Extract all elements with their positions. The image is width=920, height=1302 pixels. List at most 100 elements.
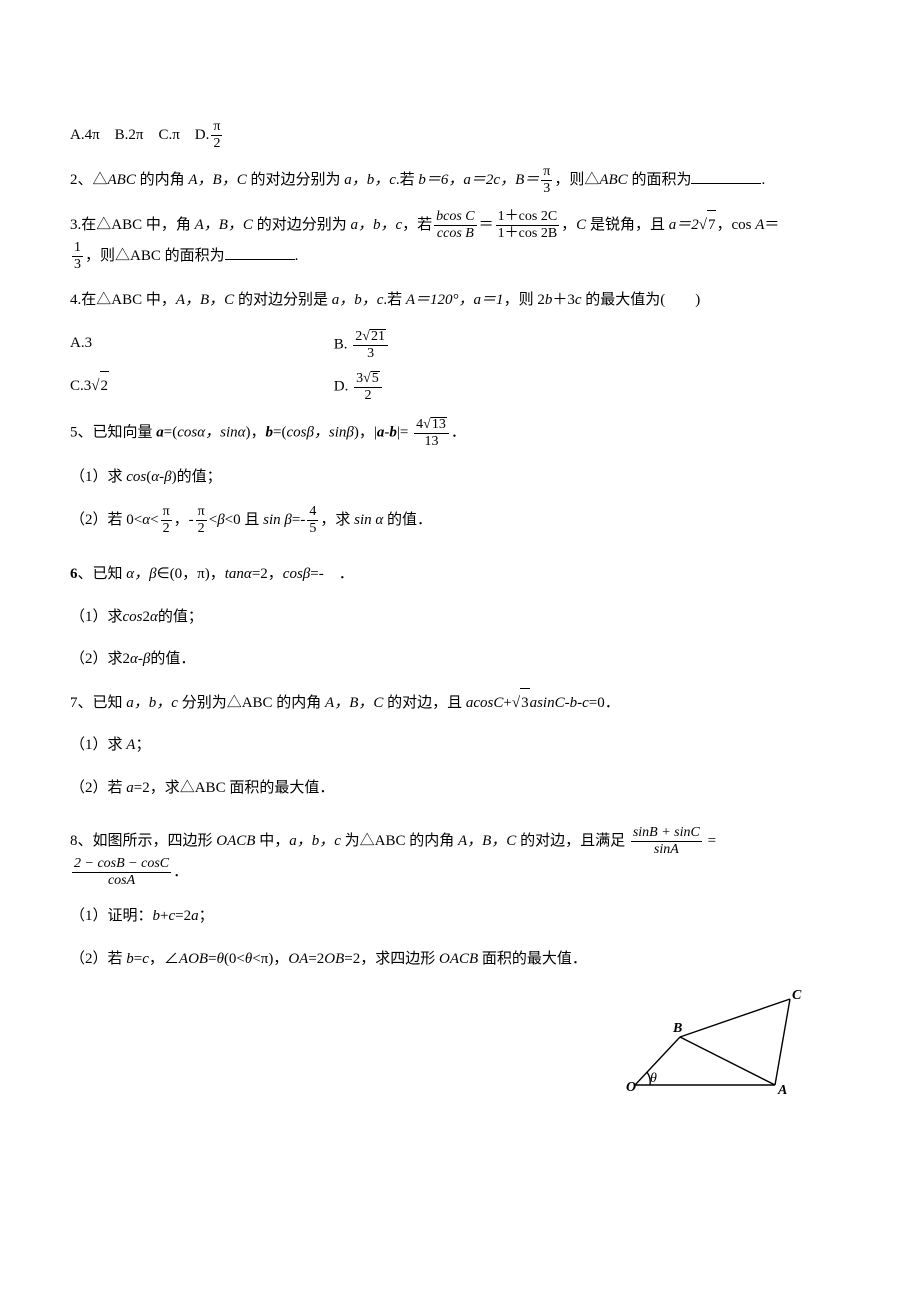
- q8-sub2: （2）若 b=c，∠AOB=θ(0<θ<π)，OA=2OB=2，求四边形 OAC…: [70, 945, 850, 974]
- q8-eq: =: [708, 833, 716, 849]
- q7-q: （2）若: [70, 780, 126, 796]
- q4-c: c: [575, 292, 582, 308]
- q8-p: （1）证明：: [70, 908, 153, 924]
- q4C-label: C.3: [70, 378, 91, 394]
- q1-options: A.4π B.2π C.π D.π2: [70, 120, 850, 151]
- q6-tan: tanα: [225, 566, 252, 582]
- q3-eq: ＝: [479, 217, 494, 233]
- q6-q: 的值．: [150, 651, 195, 667]
- q2: 2、△ABC 的内角 A，B，C 的对边分别为 a，b，c.若 b＝6，a＝2c…: [70, 165, 850, 196]
- q8-part: 为△ABC 的内角: [341, 833, 458, 849]
- q8-q: （2）若: [70, 951, 126, 967]
- q5-part: ．: [451, 424, 466, 440]
- q7-acosc: acosC: [466, 695, 504, 711]
- q6-part: ∈(0，π)，: [157, 566, 225, 582]
- q3-part: 的对边分别为: [253, 217, 351, 233]
- q5-part: 5、已知向量: [70, 424, 156, 440]
- q7-sides: a，b，c: [126, 695, 178, 711]
- q8-frac1: sinB + sinCsinA: [631, 826, 702, 857]
- q4B-frac: 2√213: [353, 329, 388, 361]
- q7-part: =0．: [589, 695, 620, 711]
- q4-part: 4.在△ABC 中，: [70, 292, 176, 308]
- q4-part: ＋3: [552, 292, 575, 308]
- q8-q: <π)，: [252, 951, 288, 967]
- q3-part: ，若: [402, 217, 432, 233]
- q5-frac3: 45: [307, 505, 318, 536]
- q8-sub1: （1）证明：b+c=2a；: [70, 902, 850, 931]
- q6-sub2: （2）求2α-β的值．: [70, 645, 850, 674]
- q4B-label: B.: [334, 336, 348, 352]
- q8-q: ，∠: [149, 951, 179, 967]
- q6-p: 2: [143, 609, 151, 625]
- q5-q: ，求: [320, 512, 354, 528]
- q4D-frac: 3√52: [354, 371, 382, 403]
- q7-p: ；: [135, 737, 150, 753]
- q3-A: A: [755, 217, 764, 233]
- q8-oa: OA: [288, 951, 308, 967]
- q4-part: ，则 2: [504, 292, 545, 308]
- q6-part: 、已知: [78, 566, 127, 582]
- q5: 5、已知向量 a=(cosα，sinα)，b=(cosβ，sinβ)，|a-b|…: [70, 417, 850, 449]
- q8-q: =2: [308, 951, 324, 967]
- q5-comp2: cosβ，sinβ: [286, 424, 353, 440]
- q4-optD: D. 3√52: [334, 371, 594, 403]
- q8: 8、如图所示，四边形 OACB 中，a，b，c 为△ABC 的内角 A，B，C …: [70, 826, 850, 888]
- q2-part: 的内角: [136, 172, 189, 188]
- q6-part: =- ．: [310, 566, 353, 582]
- q4D-label: D.: [334, 378, 349, 394]
- q7-p: （1）求: [70, 737, 126, 753]
- q2-part: 的面积为: [628, 172, 692, 188]
- q6-num: 6: [70, 566, 78, 582]
- q3: 3.在△ABC 中，角 A，B，C 的对边分别为 a，b，c，若bcos Ccc…: [70, 210, 850, 272]
- q7-part: 的对边，且: [383, 695, 466, 711]
- q6-cos2: cos: [123, 609, 143, 625]
- q4-part: .若: [383, 292, 406, 308]
- q7-b: b: [570, 695, 578, 711]
- q3-part: ＝: [764, 217, 779, 233]
- q4-opts-row2: C.3√2 D. 3√52: [70, 371, 850, 403]
- q4-vals: A＝120°，a＝1: [406, 292, 504, 308]
- q2-abc2: ABC: [599, 172, 627, 188]
- q5-part: |=: [397, 424, 408, 440]
- label-C: C: [792, 988, 802, 1003]
- q3-a2: a＝2: [669, 217, 699, 233]
- q2-part: ，则△: [554, 172, 599, 188]
- q7-asinc: asinC: [530, 695, 565, 711]
- q4-opts-row1: A.3 B. 2√213: [70, 329, 850, 361]
- q8-oacb2: OACB: [439, 951, 478, 967]
- q7-part: +: [503, 695, 511, 711]
- q8-a: a: [191, 908, 199, 924]
- q8-theta: θ: [217, 951, 224, 967]
- q7-sub2: （2）若 a=2，求△ABC 面积的最大值．: [70, 774, 850, 803]
- q5-q: <: [209, 512, 217, 528]
- q8-q: =2，求四边形: [344, 951, 439, 967]
- q5-q: <0 且: [225, 512, 263, 528]
- q1-optD-frac: π2: [211, 120, 222, 151]
- q6-q: （2）求2: [70, 651, 130, 667]
- q8-p: =2: [175, 908, 191, 924]
- q6-sub1: （1）求cos2α的值；: [70, 603, 850, 632]
- diagram-svg: O A B C θ: [620, 987, 820, 1097]
- q3-sides: a，b，c: [350, 217, 402, 233]
- q8-part: 的对边，且满足: [516, 833, 629, 849]
- q5-part: )，: [245, 424, 265, 440]
- q2-part: .: [761, 172, 765, 188]
- q5-q: =-: [292, 512, 305, 528]
- label-A: A: [777, 1083, 787, 1097]
- q5-beta: β: [164, 469, 171, 485]
- q4-part: 的对边分别是: [234, 292, 332, 308]
- q8-q: =: [208, 951, 216, 967]
- q5-beta2: β: [217, 512, 224, 528]
- q3-angles: A，B，C: [195, 217, 253, 233]
- q3-part: 3.在△ABC 中，角: [70, 217, 195, 233]
- q8-b: b: [153, 908, 161, 924]
- q8-ob: OB: [324, 951, 344, 967]
- q5-alpha2: α: [142, 512, 150, 528]
- q4C-sqrt: 2: [100, 371, 110, 401]
- q6: 6、已知 α，β∈(0，π)，tanα=2，cosβ=- ．: [70, 560, 850, 589]
- q4-optA: A.3: [70, 329, 330, 358]
- q5-q: <: [150, 512, 158, 528]
- q2-part: .若: [396, 172, 419, 188]
- q2-part: 2、△: [70, 172, 108, 188]
- q7-q: =2，求△ABC 面积的最大值．: [134, 780, 335, 796]
